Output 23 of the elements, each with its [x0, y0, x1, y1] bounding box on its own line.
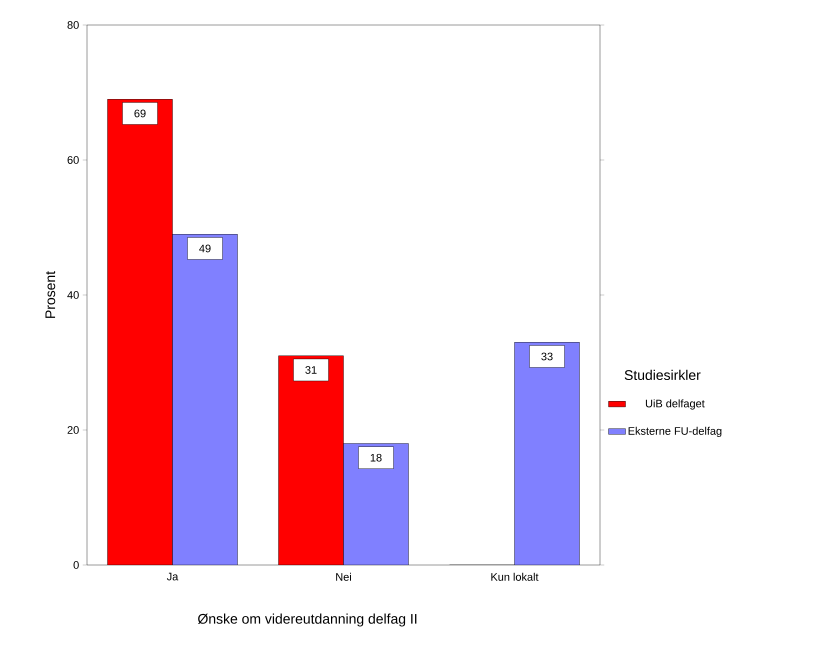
y-axis-title: Prosent: [45, 271, 56, 318]
y-tick-label: 0: [74, 561, 79, 569]
legend-title: Studiesirkler: [624, 370, 701, 380]
y-tick-label: 80: [68, 21, 79, 29]
legend-label: Eksterne FU-delfag: [628, 426, 722, 437]
data-label: 69: [134, 110, 146, 118]
x-tick-label: Nei: [336, 572, 351, 581]
bar: [514, 342, 580, 565]
data-label: 49: [199, 244, 211, 252]
bar: [278, 356, 344, 565]
data-label: 33: [541, 352, 553, 360]
bar: [343, 443, 409, 565]
legend-label: UiB delfaget: [646, 399, 705, 410]
bar: [107, 99, 173, 565]
y-tick-label: 40: [67, 291, 79, 299]
bar: [172, 234, 238, 565]
x-axis-title: Ønske om videreutdanning delfag II: [198, 614, 416, 627]
y-tick-label: 20: [68, 426, 79, 434]
y-tick-label: 60: [68, 156, 79, 164]
data-label: 18: [370, 454, 382, 462]
x-tick-label: Kun lokalt: [491, 572, 538, 581]
x-tick-label: Ja: [166, 572, 178, 580]
data-label: 31: [305, 366, 317, 374]
